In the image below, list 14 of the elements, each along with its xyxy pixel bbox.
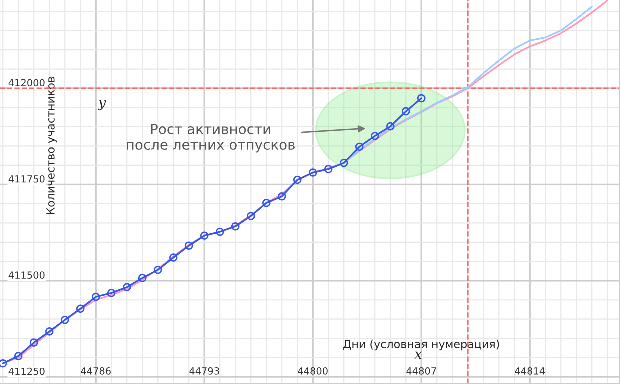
x-tick-label: 44807 (406, 368, 436, 375)
x-tick-label: 44814 (515, 368, 546, 375)
x-tick-label: 44786 (81, 368, 111, 375)
x-tick-label: 44793 (190, 368, 220, 375)
y-tick-label: 411250 (8, 368, 45, 376)
x-tick-label: 44800 (298, 368, 328, 375)
y-axis-title: Количество участников (46, 77, 58, 214)
y-tick-label: 412000 (8, 79, 45, 87)
x-axis-title: Дни (условная нумерация) (344, 340, 500, 351)
annotation: y (98, 100, 106, 110)
y-tick-label: 411500 (8, 272, 45, 279)
annotation: Рост активности после летних отпусков (127, 124, 295, 153)
annotation: x (414, 352, 422, 360)
y-tick-label: 411750 (8, 175, 45, 183)
